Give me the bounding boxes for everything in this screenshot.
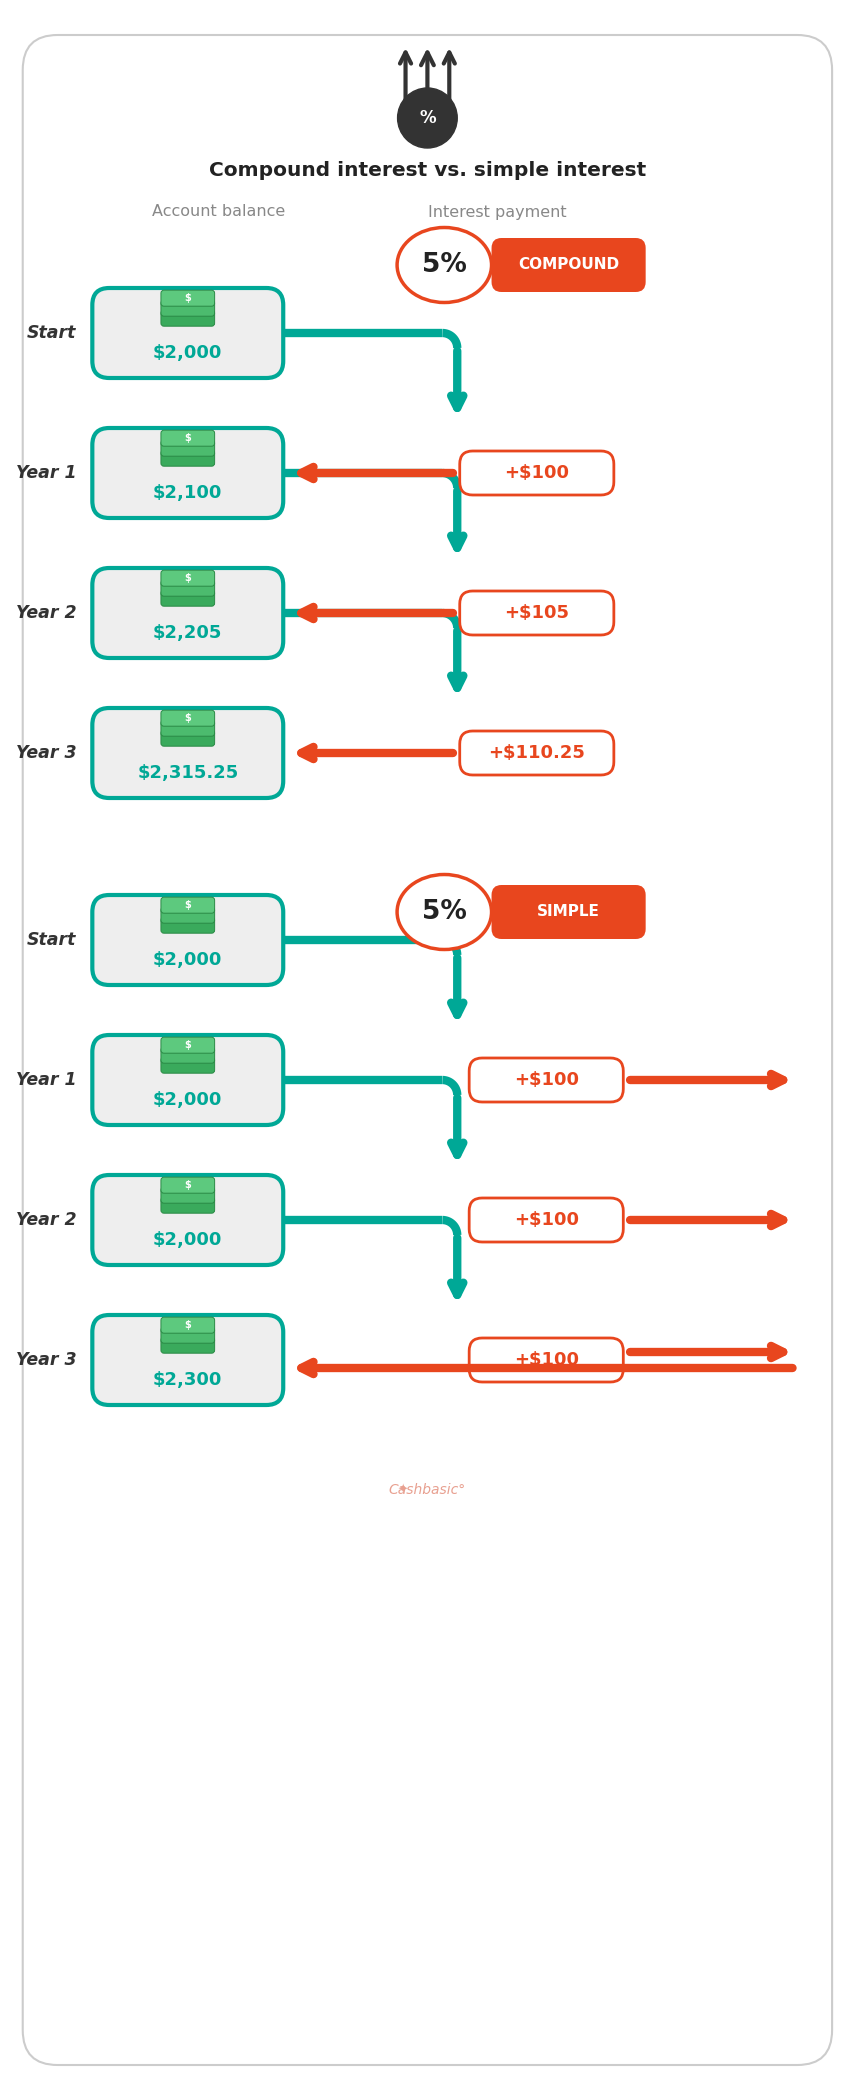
FancyBboxPatch shape xyxy=(93,428,283,519)
Text: Start: Start xyxy=(27,930,76,949)
Text: $2,300: $2,300 xyxy=(153,1371,223,1388)
Text: +$100: +$100 xyxy=(504,464,570,483)
FancyBboxPatch shape xyxy=(161,1056,215,1073)
FancyBboxPatch shape xyxy=(161,907,215,924)
FancyBboxPatch shape xyxy=(491,237,646,292)
Ellipse shape xyxy=(397,874,491,949)
Text: Year 2: Year 2 xyxy=(16,605,76,622)
Text: Start: Start xyxy=(27,323,76,342)
Text: Year 3: Year 3 xyxy=(16,743,76,762)
Text: $: $ xyxy=(184,714,191,722)
Text: $: $ xyxy=(184,901,191,909)
FancyBboxPatch shape xyxy=(161,441,215,456)
FancyBboxPatch shape xyxy=(491,884,646,939)
FancyBboxPatch shape xyxy=(161,571,215,586)
FancyBboxPatch shape xyxy=(460,731,614,775)
FancyBboxPatch shape xyxy=(161,897,215,914)
FancyBboxPatch shape xyxy=(161,1317,215,1334)
FancyBboxPatch shape xyxy=(161,918,215,932)
FancyBboxPatch shape xyxy=(161,311,215,326)
Text: $: $ xyxy=(184,1321,191,1329)
FancyBboxPatch shape xyxy=(161,430,215,445)
Text: 5%: 5% xyxy=(422,252,467,277)
Text: +$110.25: +$110.25 xyxy=(489,743,586,762)
FancyBboxPatch shape xyxy=(93,708,283,798)
Text: +$100: +$100 xyxy=(513,1212,579,1228)
Text: Year 2: Year 2 xyxy=(16,1212,76,1228)
Text: $2,000: $2,000 xyxy=(153,1090,223,1109)
Text: 5%: 5% xyxy=(422,899,467,924)
FancyBboxPatch shape xyxy=(469,1058,623,1103)
FancyBboxPatch shape xyxy=(93,1176,283,1264)
Text: Interest payment: Interest payment xyxy=(428,204,566,220)
Text: $: $ xyxy=(184,1040,191,1050)
Text: +$100: +$100 xyxy=(513,1350,579,1369)
Text: Year 3: Year 3 xyxy=(16,1350,76,1369)
Text: $2,000: $2,000 xyxy=(153,344,223,361)
Text: $2,100: $2,100 xyxy=(153,483,223,502)
Text: $: $ xyxy=(184,433,191,443)
Text: ✦: ✦ xyxy=(397,1483,408,1497)
FancyBboxPatch shape xyxy=(161,720,215,737)
Text: Compound interest vs. simple interest: Compound interest vs. simple interest xyxy=(209,160,646,178)
Text: $: $ xyxy=(184,294,191,302)
FancyBboxPatch shape xyxy=(161,590,215,607)
FancyBboxPatch shape xyxy=(161,1048,215,1063)
Text: Cashbasic°: Cashbasic° xyxy=(388,1483,466,1497)
Ellipse shape xyxy=(397,227,491,302)
FancyBboxPatch shape xyxy=(161,1186,215,1203)
Text: $2,000: $2,000 xyxy=(153,1231,223,1250)
Text: $2,000: $2,000 xyxy=(153,951,223,968)
Text: Year 1: Year 1 xyxy=(16,464,76,483)
FancyBboxPatch shape xyxy=(93,567,283,657)
Text: Year 1: Year 1 xyxy=(16,1071,76,1090)
FancyBboxPatch shape xyxy=(161,1338,215,1352)
FancyBboxPatch shape xyxy=(161,731,215,746)
FancyBboxPatch shape xyxy=(469,1197,623,1241)
FancyBboxPatch shape xyxy=(460,452,614,496)
FancyBboxPatch shape xyxy=(469,1338,623,1382)
FancyBboxPatch shape xyxy=(161,300,215,317)
Text: Account balance: Account balance xyxy=(152,204,286,220)
Text: SIMPLE: SIMPLE xyxy=(537,905,600,920)
Text: +$105: +$105 xyxy=(504,605,570,622)
Text: $2,205: $2,205 xyxy=(153,624,223,643)
Text: +$100: +$100 xyxy=(513,1071,579,1090)
FancyBboxPatch shape xyxy=(161,1327,215,1344)
Text: $2,315.25: $2,315.25 xyxy=(137,764,238,781)
Text: $: $ xyxy=(184,1180,191,1191)
Text: COMPOUND: COMPOUND xyxy=(518,258,619,273)
FancyBboxPatch shape xyxy=(161,710,215,727)
FancyBboxPatch shape xyxy=(161,449,215,466)
FancyBboxPatch shape xyxy=(161,1178,215,1193)
FancyBboxPatch shape xyxy=(93,895,283,985)
Text: $: $ xyxy=(184,573,191,584)
Circle shape xyxy=(398,88,457,147)
FancyBboxPatch shape xyxy=(161,1197,215,1214)
FancyBboxPatch shape xyxy=(161,1037,215,1054)
Text: %: % xyxy=(419,109,436,126)
FancyBboxPatch shape xyxy=(161,290,215,307)
FancyBboxPatch shape xyxy=(93,1035,283,1126)
FancyBboxPatch shape xyxy=(161,580,215,596)
FancyBboxPatch shape xyxy=(93,288,283,378)
FancyBboxPatch shape xyxy=(93,1315,283,1405)
FancyBboxPatch shape xyxy=(460,590,614,634)
